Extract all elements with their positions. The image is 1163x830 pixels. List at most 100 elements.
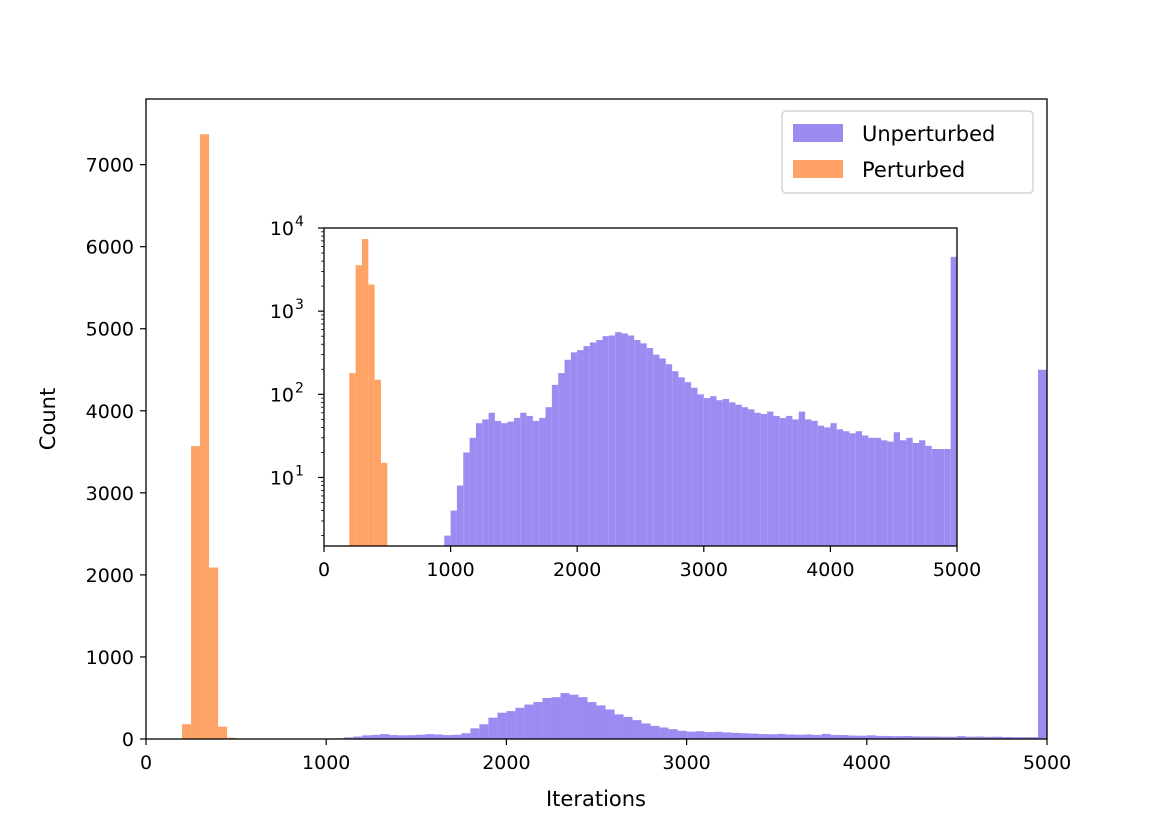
unperturbed-bar-19 (479, 724, 489, 739)
unperturbed-bar-50 (758, 734, 768, 739)
unperturbed-bar-30 (578, 697, 588, 739)
unperturbed-bar-53 (785, 734, 795, 739)
unperturbed-bar-4 (344, 737, 354, 739)
inset-unperturbed-bar-8 (488, 412, 495, 546)
unperturbed-bar-51 (767, 734, 777, 739)
x-axis-label: Iterations (546, 787, 646, 811)
inset-y-tick-exponent-3: 4 (295, 214, 304, 230)
inset-y-tick-label-0: 10 (270, 467, 294, 489)
inset-perturbed-bar-2 (361, 239, 369, 546)
unperturbed-bar-7 (371, 734, 381, 739)
inset-x-tick-label-2: 2000 (553, 559, 601, 581)
unperturbed-bar-65 (893, 736, 903, 739)
unperturbed-bar-31 (587, 702, 597, 739)
inset-unperturbed-bar-26 (602, 336, 609, 546)
inset-unperturbed-bar-72 (893, 432, 901, 546)
inset-y-tick-exponent-0: 1 (295, 463, 304, 479)
unperturbed-bar-44 (704, 732, 714, 739)
inset-unperturbed-bar-69 (874, 437, 882, 546)
inset-unperturbed-bar-22 (577, 350, 584, 546)
unperturbed-bar-9 (389, 735, 399, 739)
inset-unperturbed-bar-17 (545, 407, 552, 546)
unperturbed-bar-28 (560, 693, 570, 739)
inset-unperturbed-bar-56 (792, 419, 799, 546)
inset-unperturbed-bar-47 (735, 404, 742, 546)
inset-unperturbed-bar-34 (653, 354, 660, 546)
unperturbed-bar-45 (713, 731, 723, 739)
inset-unperturbed-bar-4 (463, 452, 470, 546)
inset-unperturbed-bar-39 (684, 382, 692, 546)
inset-perturbed-bar-5 (380, 462, 388, 546)
main-plot: 0 1000 2000 3000 4000 5000 0 1000 2000 3000 4000 5… (36, 98, 1071, 811)
unperturbed-bar-43 (695, 731, 705, 739)
inset-unperturbed-bar-21 (570, 352, 578, 546)
inset-unperturbed-bar-50 (754, 412, 761, 546)
unperturbed-bar-64 (884, 736, 894, 739)
inset-unperturbed-bar-67 (862, 435, 869, 546)
inset-unperturbed-bar-49 (748, 409, 755, 546)
inset-unperturbed-bar-46 (729, 402, 736, 546)
inset-unperturbed-bar-54 (779, 417, 787, 546)
inset-y-tick-label-3: 10 (270, 218, 294, 240)
inset-unperturbed-bar-51 (760, 413, 768, 546)
unperturbed-bar-81 (1037, 369, 1047, 739)
main-x-tick-label-5: 5000 (1023, 752, 1071, 774)
inset-unperturbed-bar-66 (855, 431, 863, 546)
unperturbed-bar-73 (965, 736, 975, 739)
main-y-tick-label-7: 7000 (86, 155, 134, 177)
unperturbed-bar-74 (974, 736, 984, 739)
unperturbed-bar-26 (542, 697, 552, 739)
inset-unperturbed-bar-3 (456, 485, 464, 546)
inset-x-tick-label-1: 1000 (426, 559, 474, 581)
inset-unperturbed-bar-80 (944, 449, 951, 546)
inset-unperturbed-bar-63 (836, 429, 844, 546)
inset-unperturbed-bar-45 (722, 398, 730, 546)
inset-perturbed-bar-1 (355, 265, 362, 546)
main-axes-frame (145, 98, 1048, 740)
unperturbed-bar-77 (1001, 737, 1011, 739)
inset-unperturbed-bar-64 (843, 431, 850, 546)
inset-unperturbed-bar-40 (691, 387, 698, 546)
inset-unperturbed-bar-15 (532, 420, 540, 546)
main-y-tick-label-6: 6000 (86, 237, 134, 259)
inset-unperturbed-bar-1 (444, 535, 451, 546)
inset-unperturbed-bar-5 (469, 437, 476, 546)
legend-label-perturbed: Perturbed (862, 158, 965, 182)
unperturbed-bar-59 (839, 735, 849, 739)
inset-y-tick-exponent-2: 3 (295, 297, 304, 313)
inset-axes-frame (323, 227, 958, 547)
unperturbed-bar-46 (722, 732, 732, 739)
perturbed-bar-0 (182, 724, 192, 739)
unperturbed-bar-57 (821, 733, 831, 739)
unperturbed-bar-12 (416, 734, 426, 739)
unperturbed-bar-34 (614, 714, 624, 739)
unperturbed-bar-23 (515, 707, 525, 739)
unperturbed-bar-8 (380, 734, 390, 739)
inset-unperturbed-bar-11 (507, 421, 514, 546)
unperturbed-bar-39 (659, 727, 669, 739)
inset-y-tick-label-1: 10 (270, 384, 294, 406)
unperturbed-bar-14 (434, 734, 444, 739)
inset-unperturbed-bar-55 (786, 415, 793, 546)
unperturbed-bar-42 (686, 731, 696, 739)
unperturbed-bar-76 (992, 736, 1002, 739)
unperturbed-bar-11 (407, 735, 417, 739)
unperturbed-bar-60 (848, 735, 858, 739)
unperturbed-bar-70 (938, 736, 948, 739)
main-y-tick-label-2: 2000 (86, 565, 134, 587)
unperturbed-bar-25 (533, 702, 543, 739)
inset-unperturbed-bar-61 (824, 427, 831, 546)
y-axis-label: Count (36, 388, 60, 450)
inset-unperturbed-bar-75 (912, 442, 920, 546)
inset-unperturbed-bar-32 (640, 343, 647, 546)
unperturbed-bar-20 (488, 717, 498, 739)
main-y-tick-label-3: 3000 (86, 483, 134, 505)
unperturbed-bar-55 (803, 734, 813, 739)
inset-y-tick-label-2: 10 (270, 301, 294, 323)
inset-unperturbed-bar-60 (817, 425, 825, 546)
perturbed-bar-1 (191, 446, 201, 739)
unperturbed-bar-49 (749, 733, 759, 739)
inset-unperturbed-bar-68 (868, 437, 875, 546)
inset-unperturbed-bar-59 (811, 420, 818, 546)
unperturbed-bar-78 (1010, 737, 1020, 739)
